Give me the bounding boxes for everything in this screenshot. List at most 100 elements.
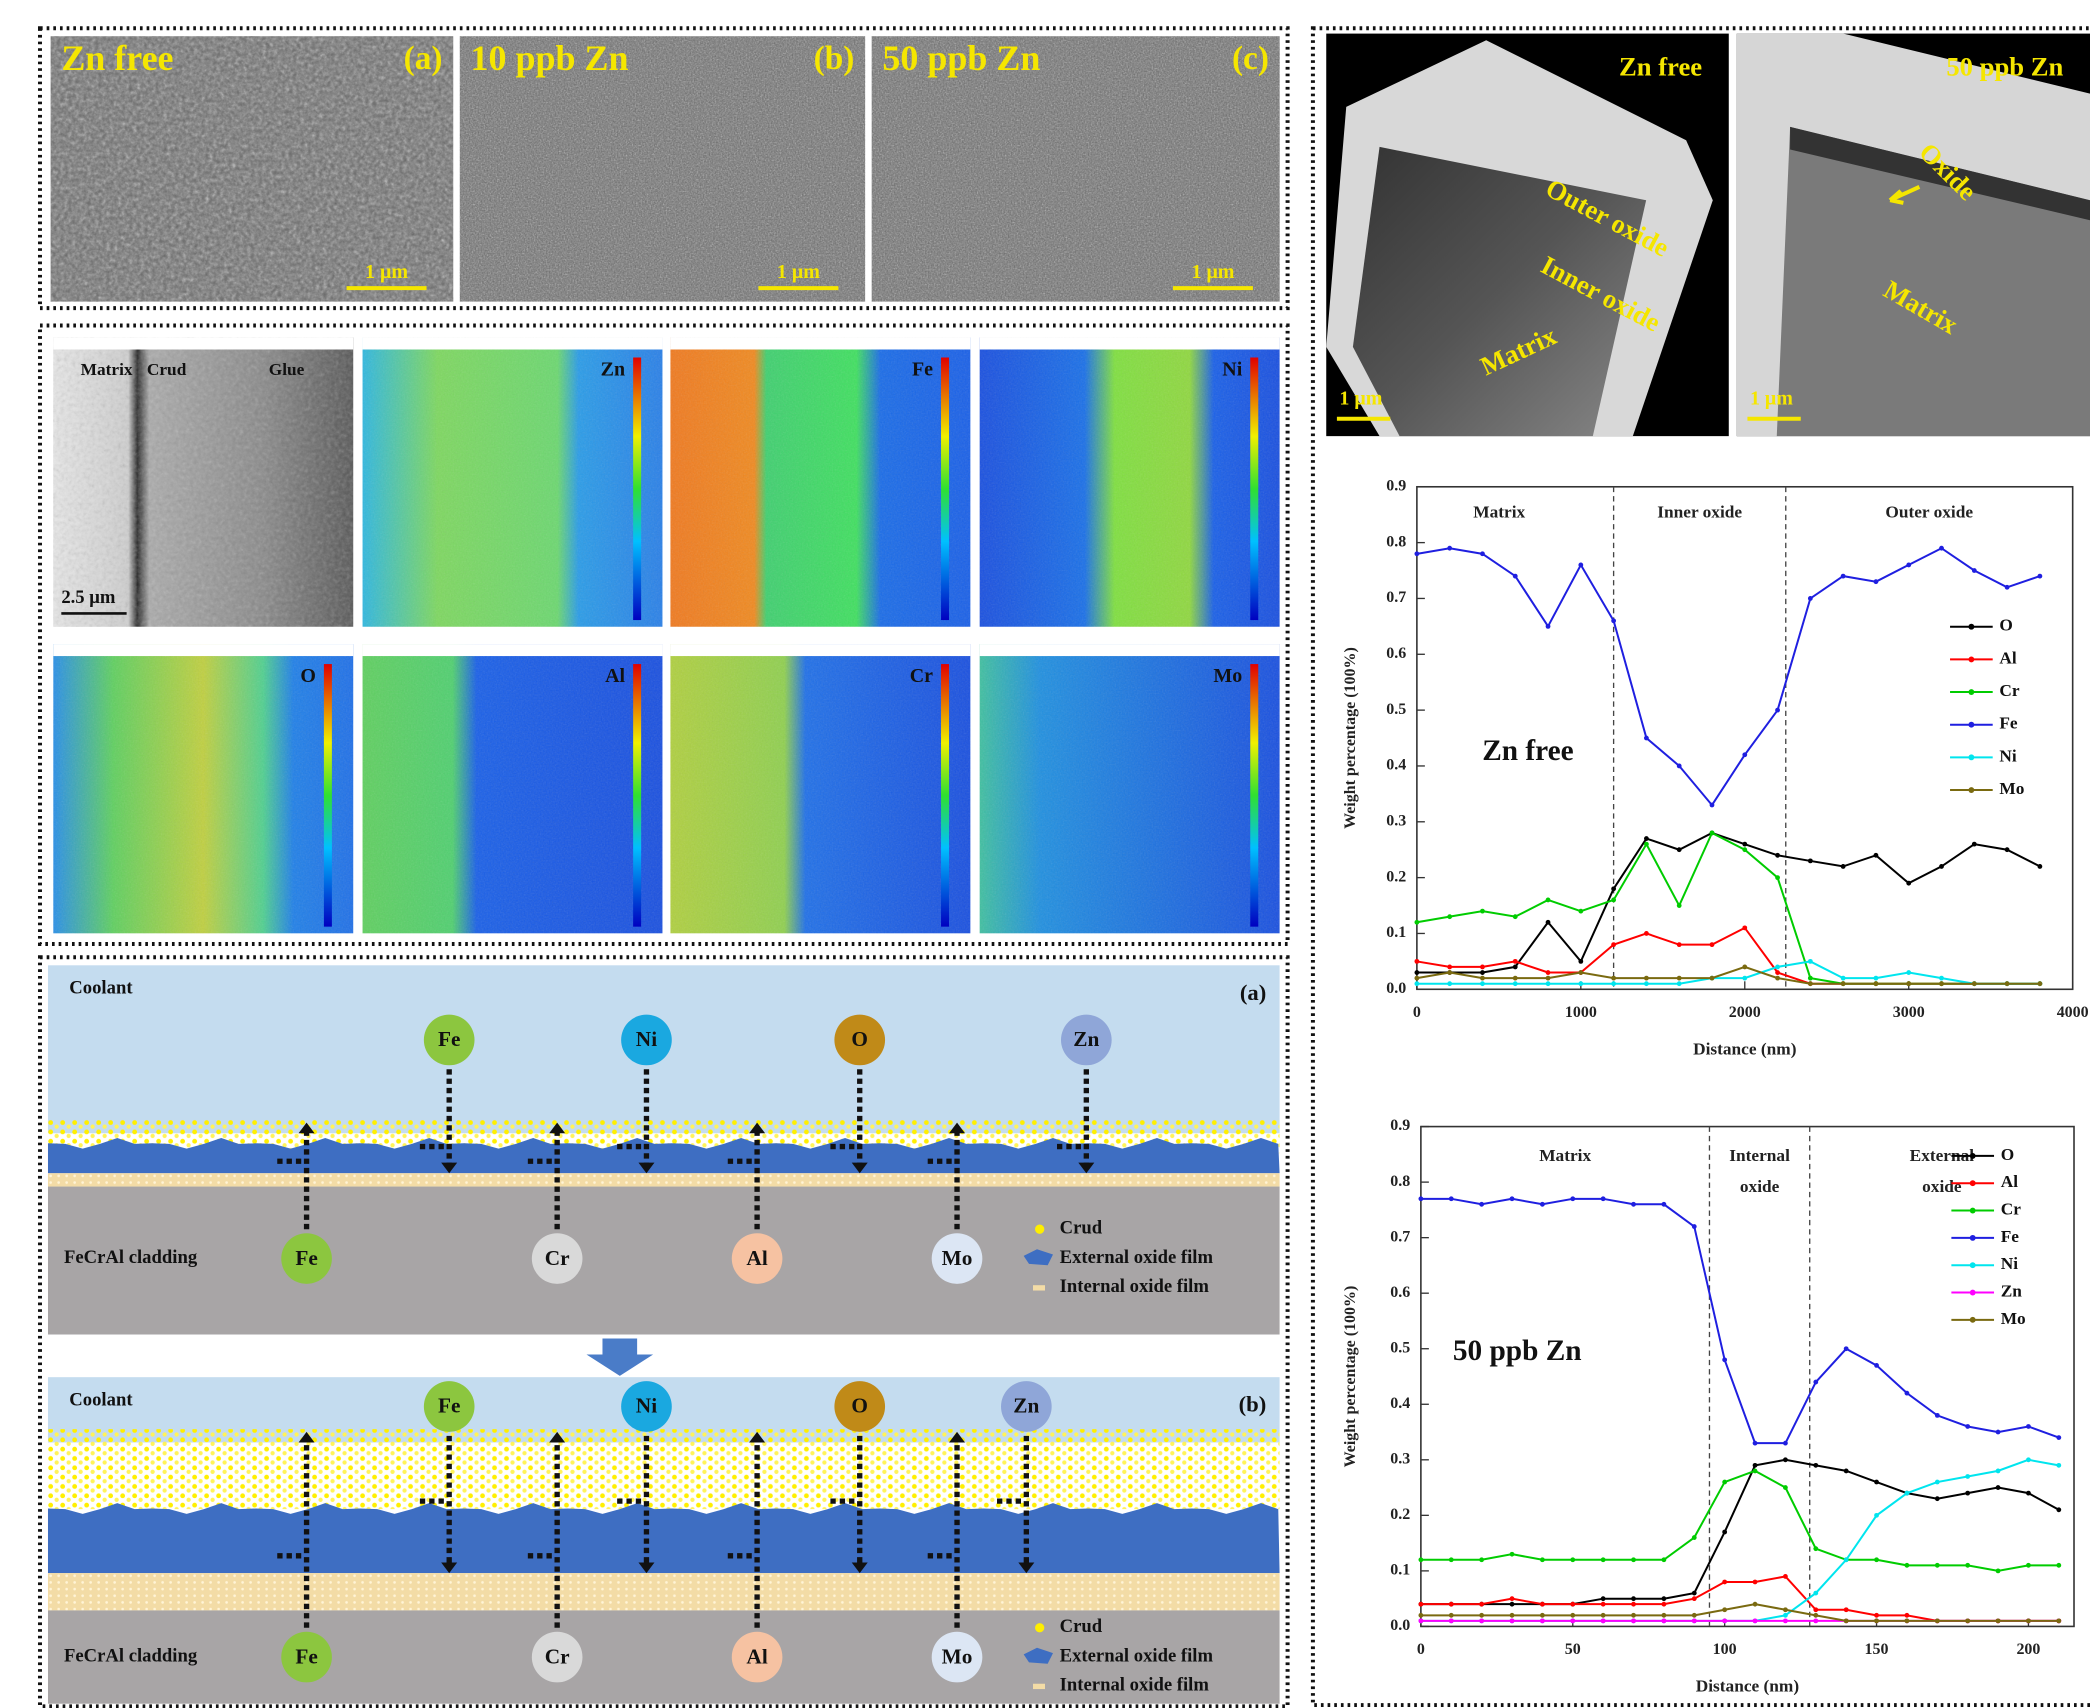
series-marker <box>1710 831 1715 836</box>
series-marker <box>1480 965 1485 970</box>
series-marker <box>1510 1596 1515 1601</box>
series-marker <box>1722 1357 1727 1362</box>
series-marker <box>1722 1580 1727 1585</box>
series-line <box>1417 967 2040 984</box>
series-marker <box>1578 970 1583 975</box>
series-marker <box>1513 914 1518 919</box>
series-marker <box>1906 563 1911 568</box>
map-header <box>980 644 1280 656</box>
series-marker <box>1906 981 1911 986</box>
legend-swatch <box>1033 1684 1045 1689</box>
series-marker <box>1414 976 1419 981</box>
series-marker <box>1972 568 1977 573</box>
ion-label: Fe <box>295 1644 317 1668</box>
series-marker <box>1710 976 1715 981</box>
legend-label: O <box>2001 1145 2014 1164</box>
legend-marker <box>1968 689 1974 695</box>
series-marker <box>1644 976 1649 981</box>
legend-label: Crud <box>1060 1217 1103 1238</box>
ion-label: Fe <box>295 1246 317 1270</box>
legend-label: Fe <box>1999 714 2018 733</box>
series-marker <box>1449 1557 1454 1562</box>
y-tick-label: 0.6 <box>1386 645 1406 662</box>
sem-map-texture <box>53 337 353 626</box>
series-marker <box>1742 752 1747 757</box>
series-marker <box>1753 1469 1758 1474</box>
series-marker <box>2026 1457 2031 1462</box>
series-marker <box>1677 764 1682 769</box>
series-marker <box>1996 1430 2001 1435</box>
series-marker <box>1783 1441 1788 1446</box>
colorbar <box>941 357 949 620</box>
series-marker <box>1753 1441 1758 1446</box>
series-marker <box>1874 1618 1879 1623</box>
series-marker <box>1513 959 1518 964</box>
series-marker <box>1996 1568 2001 1573</box>
y-tick-label: 0.3 <box>1386 812 1406 829</box>
series-marker <box>1418 1196 1423 1201</box>
colorbar <box>1250 664 1258 927</box>
series-marker <box>1611 976 1616 981</box>
series-marker <box>2005 585 2010 590</box>
series-marker <box>1841 976 1846 981</box>
legend-marker <box>1970 1317 1976 1323</box>
series-marker <box>1631 1613 1636 1618</box>
series-line <box>1421 1460 2059 1621</box>
ion-label: Mo <box>942 1246 973 1270</box>
series-marker <box>1479 1618 1484 1623</box>
series-marker <box>1662 1618 1667 1623</box>
tem-panels: Zn freeOuter oxideInner oxideMatrix1 μm5… <box>1326 34 2090 437</box>
series-marker <box>1742 965 1747 970</box>
x-tick-label: 0 <box>1417 1641 1425 1658</box>
series-marker <box>1418 1618 1423 1623</box>
series-marker <box>1753 1463 1758 1468</box>
series-line <box>1417 833 2040 973</box>
legend-label: Crud <box>1060 1616 1103 1637</box>
series-marker <box>1906 881 1911 886</box>
series-marker <box>1418 1602 1423 1607</box>
legend-label: Fe <box>2001 1227 2020 1246</box>
legend-label: Internal oxide film <box>1060 1276 1210 1297</box>
series-marker <box>1480 970 1485 975</box>
legend-marker <box>1968 787 1974 793</box>
y-tick-label: 0.5 <box>1390 1339 1410 1356</box>
series-marker <box>1844 1469 1849 1474</box>
series-marker <box>1449 1618 1454 1623</box>
series-marker <box>1447 914 1452 919</box>
series-marker <box>1631 1202 1636 1207</box>
series-marker <box>2056 1618 2061 1623</box>
legend-label: Mo <box>2001 1309 2026 1328</box>
series-marker <box>1775 976 1780 981</box>
legend-label: Internal oxide film <box>1060 1675 1210 1696</box>
series-marker <box>1692 1535 1697 1540</box>
panel-tag: (c) <box>1232 40 1269 77</box>
series-marker <box>1692 1596 1697 1601</box>
series-marker <box>1414 981 1419 986</box>
series-marker <box>1447 970 1452 975</box>
series-marker <box>1578 959 1583 964</box>
scale-label: 1 μm <box>777 261 820 283</box>
series-marker <box>1677 976 1682 981</box>
series-marker <box>1546 976 1551 981</box>
series-marker <box>1510 1196 1515 1201</box>
series-marker <box>1783 1618 1788 1623</box>
series-marker <box>1449 1196 1454 1201</box>
series-line <box>1417 833 2040 984</box>
ion-label: Mo <box>942 1644 973 1668</box>
map-header <box>53 337 353 349</box>
ion-label: Fe <box>438 1394 460 1418</box>
series-marker <box>1808 976 1813 981</box>
series-marker <box>1841 981 1846 986</box>
ion-label: O <box>851 1027 868 1051</box>
legend-swatch <box>1035 1225 1044 1234</box>
y-tick-label: 0.9 <box>1386 477 1406 494</box>
y-tick-label: 0.2 <box>1386 868 1406 885</box>
series-marker <box>1611 618 1616 623</box>
series-marker <box>2026 1424 2031 1429</box>
y-axis-label: Weight percentage (100%) <box>1342 1286 1359 1468</box>
region-label: oxide <box>1922 1177 1962 1196</box>
series-marker <box>1783 1613 1788 1618</box>
series-marker <box>1753 1618 1758 1623</box>
series-marker <box>1479 1557 1484 1562</box>
series-marker <box>1540 1202 1545 1207</box>
